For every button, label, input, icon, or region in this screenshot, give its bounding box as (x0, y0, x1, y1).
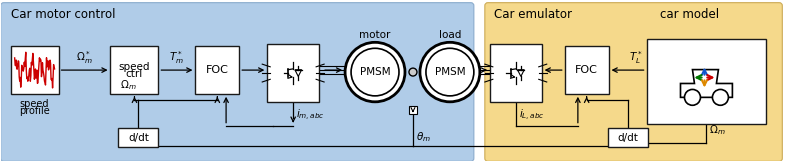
Circle shape (420, 42, 480, 102)
Text: d/dt: d/dt (617, 133, 638, 143)
Bar (119, 128, 159, 147)
Text: ctrl: ctrl (126, 69, 143, 79)
Text: $\Omega_m^*$: $\Omega_m^*$ (76, 49, 93, 66)
Bar (409, 106, 417, 114)
Bar (267, 44, 319, 102)
Text: $\Omega_m$: $\Omega_m$ (120, 78, 137, 92)
Text: load: load (439, 30, 461, 40)
Bar (608, 128, 648, 147)
Bar (564, 46, 608, 94)
Text: PMSM: PMSM (360, 67, 390, 77)
Text: Car emulator: Car emulator (494, 8, 571, 21)
Text: $T_m^*$: $T_m^*$ (170, 49, 184, 66)
Text: $\Omega_m$: $\Omega_m$ (710, 123, 726, 137)
Circle shape (685, 89, 700, 105)
Text: speed: speed (20, 99, 49, 109)
Text: PMSM: PMSM (435, 67, 466, 77)
Circle shape (345, 42, 405, 102)
Text: profile: profile (20, 106, 50, 116)
Text: $i_{L,abc}$: $i_{L,abc}$ (519, 108, 544, 123)
Bar (647, 39, 766, 124)
Text: FOC: FOC (575, 65, 598, 75)
Bar (11, 46, 59, 94)
Bar (490, 44, 542, 102)
Text: FOC: FOC (206, 65, 228, 75)
Text: Car motor control: Car motor control (11, 8, 115, 21)
FancyBboxPatch shape (1, 3, 474, 161)
Text: $\theta_m$: $\theta_m$ (416, 131, 431, 145)
FancyBboxPatch shape (485, 3, 783, 161)
Text: speed: speed (119, 62, 150, 72)
Text: $T_L^*$: $T_L^*$ (629, 49, 643, 66)
Text: car model: car model (659, 8, 718, 21)
Text: d/dt: d/dt (128, 133, 149, 143)
Text: $i_{m,abc}$: $i_{m,abc}$ (296, 108, 325, 123)
Circle shape (409, 68, 417, 76)
Text: motor: motor (360, 30, 391, 40)
Bar (195, 46, 239, 94)
Circle shape (713, 89, 728, 105)
Bar (111, 46, 159, 94)
